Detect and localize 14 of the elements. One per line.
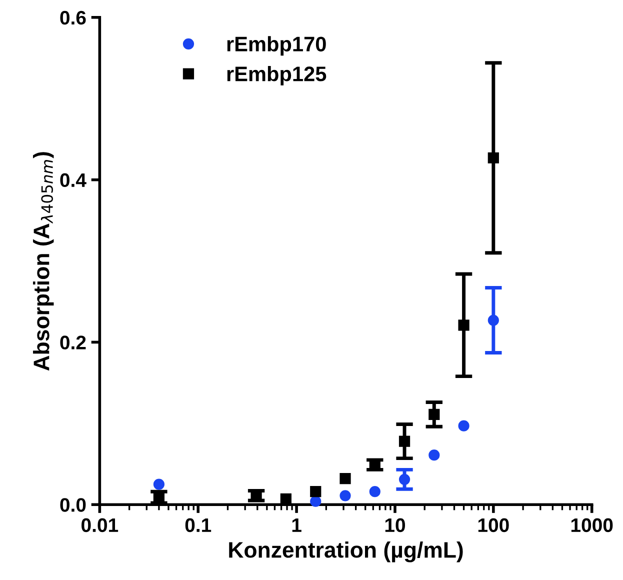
x-tick-label: 10 <box>385 518 405 532</box>
x-tick-label: 100 <box>478 518 509 532</box>
y-tick-label: 0.2 <box>60 336 86 350</box>
x-tick-label: 0.1 <box>185 518 212 532</box>
y-tick-label: 0.6 <box>60 10 86 25</box>
y-axis-title: Absorption (A$_{λ405nm}$) <box>33 152 54 371</box>
x-tick-label: 0.01 <box>82 518 118 532</box>
y-tick-label: 0.0 <box>60 498 86 512</box>
y-tick-label: 0.4 <box>60 173 86 188</box>
x-tick-label: 1000 <box>571 518 613 532</box>
legend-label: rEmbp125 <box>227 66 326 86</box>
x-tick-label: 1 <box>292 518 302 532</box>
legend-label: rEmbp170 <box>227 36 326 56</box>
x-axis-title: Konzentration (µg/mL) <box>229 541 463 562</box>
